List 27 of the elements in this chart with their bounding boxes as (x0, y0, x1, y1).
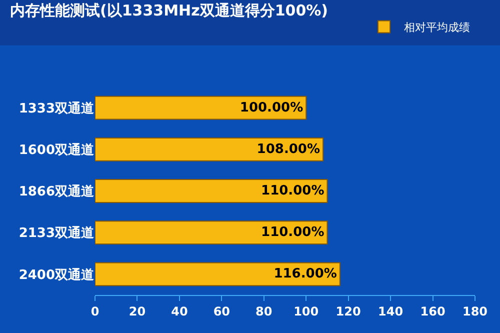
y-tick-label: 1600双通道 (18, 142, 95, 158)
bar (95, 262, 340, 286)
x-tick-label: 140 (378, 304, 404, 318)
y-tick-label: 1866双通道 (18, 184, 95, 200)
x-tick-label: 60 (213, 304, 230, 318)
bar (95, 179, 328, 203)
y-tick-label: 2400双通道 (18, 266, 95, 283)
x-tick-label: 20 (128, 304, 146, 318)
x-tick-label: 180 (462, 304, 488, 318)
y-tick-label: 2133双通道 (18, 225, 95, 242)
bar (95, 220, 328, 245)
y-tick-label: 1333双通道 (18, 100, 95, 116)
x-tick-label: 80 (256, 304, 272, 318)
x-tick-label: 160 (420, 304, 446, 318)
bar (95, 137, 324, 162)
data-label: 100.00% (240, 100, 304, 116)
x-tick-label: 120 (336, 304, 361, 318)
data-label: 110.00% (261, 184, 324, 198)
x-tick-label: 100 (294, 304, 319, 318)
legend-label: 相对平均成绩 (404, 21, 470, 34)
bar (95, 96, 307, 120)
x-tick-label: 0 (90, 304, 100, 318)
data-label: 108.00% (256, 142, 320, 157)
data-label: 116.00% (274, 266, 337, 282)
data-label: 110.00% (261, 225, 324, 240)
chart-title: 内存性能测试(以1333MHz双通道得分100%) (10, 1, 328, 20)
x-tick-label: 40 (171, 304, 188, 318)
